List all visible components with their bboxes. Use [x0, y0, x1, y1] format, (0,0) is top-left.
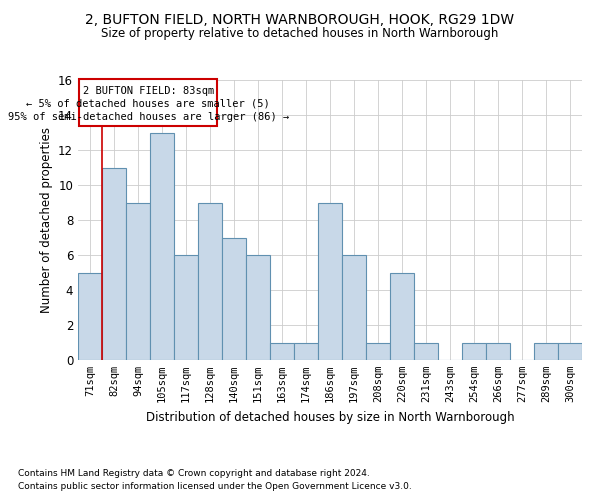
Bar	[462, 342, 486, 360]
Bar	[198, 202, 222, 360]
Bar	[294, 342, 318, 360]
Bar	[102, 168, 126, 360]
Bar	[174, 255, 198, 360]
Bar	[318, 202, 342, 360]
Bar	[222, 238, 246, 360]
Text: Size of property relative to detached houses in North Warnborough: Size of property relative to detached ho…	[101, 28, 499, 40]
Bar	[534, 342, 558, 360]
Text: 2 BUFTON FIELD: 83sqm: 2 BUFTON FIELD: 83sqm	[83, 86, 214, 96]
Bar	[414, 342, 438, 360]
Bar	[390, 272, 414, 360]
Y-axis label: Number of detached properties: Number of detached properties	[40, 127, 53, 313]
Bar	[150, 132, 174, 360]
Bar	[366, 342, 390, 360]
Text: 95% of semi-detached houses are larger (86) →: 95% of semi-detached houses are larger (…	[8, 112, 289, 122]
Bar	[486, 342, 510, 360]
Bar	[270, 342, 294, 360]
X-axis label: Distribution of detached houses by size in North Warnborough: Distribution of detached houses by size …	[146, 410, 514, 424]
Text: 2, BUFTON FIELD, NORTH WARNBOROUGH, HOOK, RG29 1DW: 2, BUFTON FIELD, NORTH WARNBOROUGH, HOOK…	[85, 12, 515, 26]
Bar	[342, 255, 366, 360]
Bar	[126, 202, 150, 360]
Bar	[558, 342, 582, 360]
FancyBboxPatch shape	[79, 79, 217, 126]
Text: ← 5% of detached houses are smaller (5): ← 5% of detached houses are smaller (5)	[26, 98, 270, 108]
Bar	[246, 255, 270, 360]
Text: Contains public sector information licensed under the Open Government Licence v3: Contains public sector information licen…	[18, 482, 412, 491]
Bar	[78, 272, 102, 360]
Text: Contains HM Land Registry data © Crown copyright and database right 2024.: Contains HM Land Registry data © Crown c…	[18, 468, 370, 477]
